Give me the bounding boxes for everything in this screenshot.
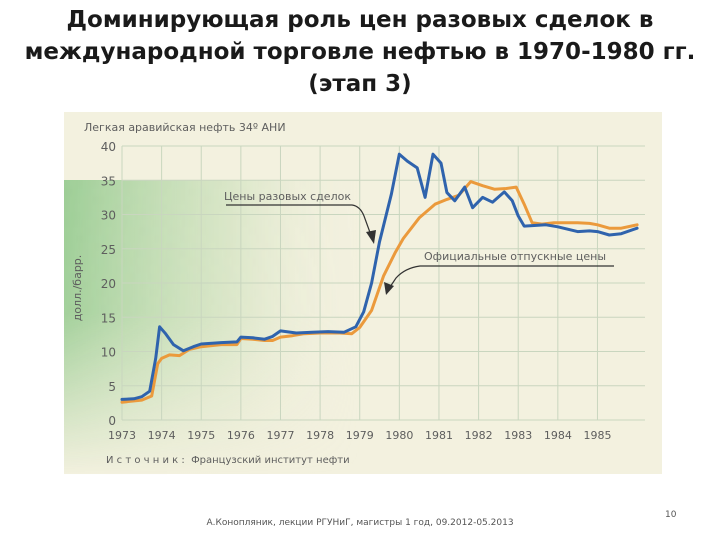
x-tick-label: 1979 [346,429,374,442]
x-tick-label: 1985 [583,429,611,442]
y-tick-label: 15 [101,311,116,325]
annotation-official-leader [387,265,614,291]
y-tick-label: 25 [101,243,116,257]
annotation-spot: Цены разовых сделок [224,190,351,203]
green-shade [64,180,364,475]
y-tick-label: 40 [101,140,116,154]
annotation-spot-leader [226,204,373,239]
x-tick-label: 1982 [465,429,493,442]
x-tick-label: 1977 [266,429,294,442]
y-tick-label: 30 [101,209,116,223]
y-tick-label: 10 [101,346,116,360]
y-axis-label: долл./барр. [71,255,84,322]
x-tick-label: 1981 [425,429,453,442]
y-tick-label: 0 [108,414,116,428]
x-tick-label: 1978 [306,429,334,442]
page-number: 10 [665,510,677,520]
annotation-spot-arrowhead [366,230,376,244]
x-tick-label: 1984 [544,429,572,442]
chart-title: Легкая аравийская нефть 34º АНИ [84,121,286,134]
x-tick-label: 1980 [385,429,413,442]
series-spot-line [120,152,639,401]
y-tick-label: 35 [101,174,116,188]
title-line-2: международной торговле нефтью в 1970-198… [24,39,696,65]
annotation-official-arrowhead [384,282,394,295]
y-tick-label: 20 [101,277,116,291]
x-tick-label: 1974 [148,429,176,442]
series-official-line [120,180,639,404]
title-line-3: (этап 3) [308,71,412,97]
footer-text: А.Конопляник, лекции РГУНиГ, магистры 1 … [206,518,514,528]
slide-title: Доминирующая роль цен разовых сделок в м… [0,4,720,100]
x-tick-label: 1983 [504,429,532,442]
x-tick-label: 1976 [227,429,255,442]
source-note: И с т о ч н и к : Французский институт н… [106,455,350,466]
title-line-1: Доминирующая роль цен разовых сделок в [66,7,654,33]
y-tick-label: 5 [108,380,116,394]
annotation-official: Официальные отпускные цены [424,250,606,263]
x-tick-label: 1975 [187,429,215,442]
x-tick-label: 1973 [108,429,136,442]
